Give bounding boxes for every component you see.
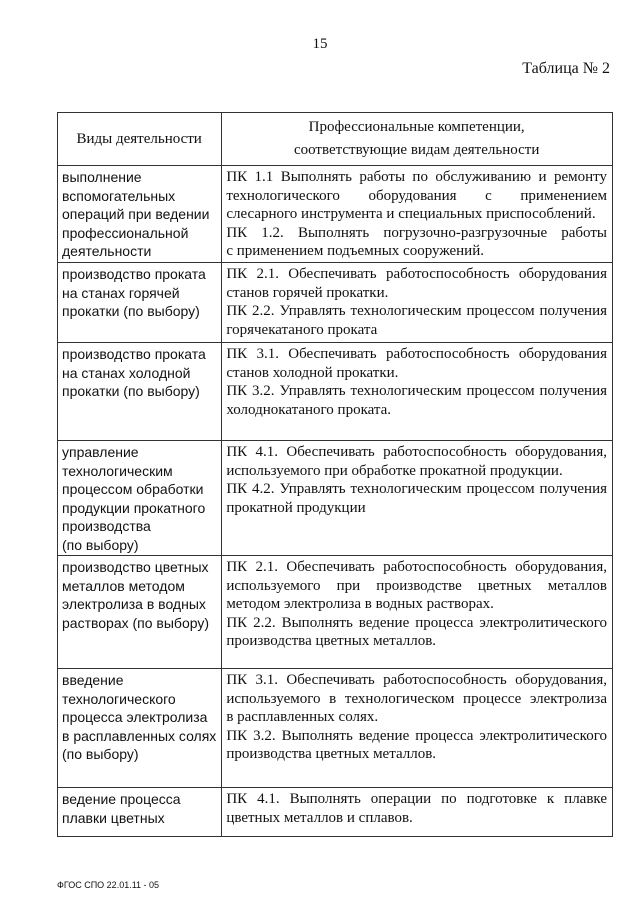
activity-line: производство цветных [62,559,209,575]
table-row: производство проката на станах горячей про… [56,262,613,343]
competences-cell: ПК 4.1. Выполнять операции по подготовке… [221,787,613,837]
activity-line: плавки цветных [62,809,165,826]
activity-cell: управление технологическим процессом обраб… [56,440,223,556]
activity-line: электролиза в водных [62,596,206,612]
competence-line: слесарного инструмента и специальных при… [226,206,596,222]
table-row: ведение процесса плавки цветных ПК 4.1. Вы… [56,787,613,837]
activity-line: растворах (по выбору) [62,614,210,631]
activity-line: деятельности [62,243,152,259]
competence-line: прокатной продукции [226,499,366,516]
header-competences: Профессиональные компетенции, соответству… [221,112,613,166]
competence-line: в расплавленных солях. [226,709,379,725]
activity-line: процесса электролиза [62,709,208,725]
activity-cell: производство цветных металлов методом элек… [56,555,223,669]
competence-line: с применением подъемных сооружений. [226,243,484,259]
activity-line: на станах горячей [62,284,180,301]
activity-cell: производство проката на станах горячей про… [56,262,223,343]
activity-line: (по выбору) [62,536,139,553]
table-row: выполнение вспомогательных операций при ве… [56,165,613,263]
activity-line: технологического [62,690,176,707]
competence-line: ПК 1.2. Выполнять погрузочно-разгрузочны… [226,224,607,241]
activity-line: профессиональной [62,224,189,241]
competence-line: горячекатаного проката [226,321,378,338]
table-row: производство цветных металлов методом элек… [56,555,613,669]
competence-line: используемого при обработке прокатной пр… [226,462,563,479]
activity-line: производство проката [62,266,206,282]
competence-line: производства цветных металлов. [226,746,437,762]
competences-cell: ПК 1.1 Выполнять работы по обслуживанию … [221,165,613,263]
competence-line: холоднокатаного проката. [226,401,392,418]
competence-line: ПК 2.2. Выполнять ведение процесса элект… [226,614,607,631]
table-row: управление технологическим процессом обраб… [56,440,613,556]
activity-line: вспомогательных [62,187,176,204]
competences-cell: ПК 3.1. Обеспечивать работоспособность о… [221,668,613,788]
competence-line: станов горячей прокатки. [226,284,389,301]
competence-line: ПК 3.1. Обеспечивать работоспособность о… [226,346,607,362]
activity-line: прокатки (по выбору) [62,383,200,399]
activity-line: на станах холодной [62,364,191,381]
competence-line: ПК 4.1. Выполнять операции по подготовке… [226,791,607,807]
activity-line: производства [62,518,151,534]
competence-line: производства цветных металлов. [226,633,437,649]
competence-line: ПК 3.1. Обеспечивать работоспособность о… [226,672,607,688]
table-row: производство проката на станах холодной пр… [56,342,613,441]
competence-line: ПК 1.1 Выполнять работы по обслуживанию … [226,169,607,185]
competence-line: технологического оборудования с применен… [226,187,607,204]
activity-line: операций при ведении [62,206,210,222]
activity-cell: выполнение вспомогательных операций при ве… [56,165,223,263]
competences-cell: ПК 3.1. Обеспечивать работоспособность о… [221,342,613,441]
table-row: введение технологического процесса электро… [56,668,613,788]
header-line: соответствующие видам деятельности [293,142,540,158]
activity-line: прокатки (по выбору) [62,303,200,319]
activity-line: процессом обработки [62,481,204,497]
table-label: Таблица № 2 [522,60,610,77]
competence-line: используемого при производстве цветных м… [226,577,607,594]
competence-line: ПК 4.2. Управлять технологическим процес… [226,481,607,497]
activity-line: технологическим [62,462,173,479]
competence-line: ПК 3.2. Управлять технологическим процес… [226,383,607,399]
competence-line: цветных металлов и сплавов. [226,809,413,826]
competence-line: используемого в технологическом процессе… [226,690,607,707]
table-header-row: Виды деятельности Профессиональные компе… [56,112,613,166]
competence-line: станов холодной прокатки. [226,364,399,381]
header-activity: Виды деятельности [56,112,223,166]
activity-cell: производство проката на станах холодной пр… [56,342,223,441]
footer-code: ФГОС СПО 22.01.11 - 05 [57,880,160,890]
competences-cell: ПК 2.1. Обеспечивать работоспособность о… [221,555,613,669]
competence-line: ПК 2.1. Обеспечивать работоспособность о… [226,266,607,282]
competence-line: ПК 4.1. Обеспечивать работоспособность о… [226,444,607,460]
activity-cell: ведение процесса плавки цветных [56,787,223,837]
competence-line: ПК 2.2. Управлять технологическим процес… [226,303,607,319]
activity-line: управление [62,444,139,460]
header-line: Профессиональные компетенции, [308,119,525,135]
activity-line: ведение процесса [62,791,181,807]
competence-line: методом электролиза в водных растворах. [226,596,494,612]
activity-line: продукции прокатного [62,499,206,516]
competence-line: ПК 2.1. Обеспечивать работоспособность о… [226,559,607,575]
activity-line: (по выбору) [62,746,139,762]
activity-line: металлов методом [62,577,185,594]
competence-line: ПК 3.2. Выполнять ведение процесса элект… [226,727,607,744]
activity-line: в расплавленных солях [62,727,217,744]
activity-line: выполнение [62,169,142,185]
competences-cell: ПК 4.1. Обеспечивать работоспособность о… [221,440,613,556]
page-number: 15 [312,36,328,52]
activity-line: производство проката [62,346,206,362]
competences-cell: ПК 2.1. Обеспечивать работоспособность о… [221,262,613,343]
competence-table: Виды деятельности Профессиональные компе… [56,112,613,837]
activity-line: введение [62,672,124,688]
activity-cell: введение технологического процесса электро… [56,668,223,788]
